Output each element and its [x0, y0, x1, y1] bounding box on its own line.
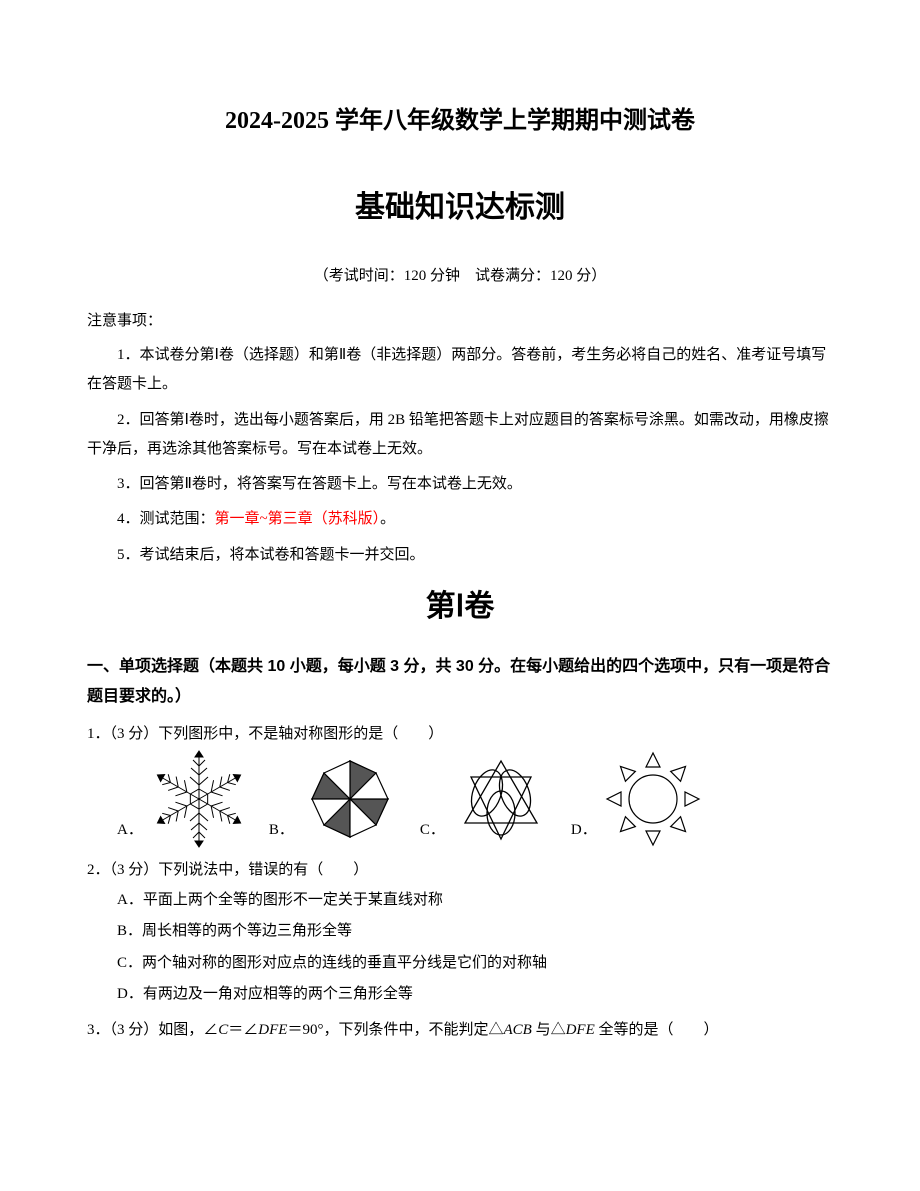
notice-item-4: 4．测试范围：第一章~第三章（苏科版）。 — [87, 505, 833, 534]
section-title: 一、单项选择题（本题共 10 小题，每小题 3 分，共 30 分。在每小题给出的… — [87, 652, 833, 713]
q3-pre: 3．（3 分）如图，∠ — [87, 1022, 218, 1038]
notice-header: 注意事项： — [87, 308, 833, 335]
q1-label-b: B． — [269, 815, 294, 849]
q2-options: A．平面上两个全等的图形不一定关于某直线对称 B．周长相等的两个等边三角形全等 … — [87, 885, 833, 1011]
q2-option-b: B．周长相等的两个等边三角形全等 — [117, 916, 833, 948]
q1-options: A． — [87, 749, 833, 849]
exam-info: （考试时间：120 分钟 试卷满分：120 分） — [87, 263, 833, 290]
sub-title: 基础知识达标测 — [87, 181, 833, 235]
q2-stem: 2．（3 分）下列说法中，错误的有（ ） — [87, 855, 833, 885]
q1-option-b: B． — [269, 749, 400, 849]
q1-label-d: D． — [571, 815, 597, 849]
triangle-knot-icon — [451, 749, 551, 849]
q3-stem: 3．（3 分）如图，∠C＝∠DFE＝90°，下列条件中，不能判定△ACB 与△D… — [87, 1015, 833, 1045]
q2-option-a: A．平面上两个全等的图形不一定关于某直线对称 — [117, 885, 833, 917]
q2-option-c: C．两个轴对称的图形对应点的连线的垂直平分线是它们的对称轴 — [117, 948, 833, 980]
notice-4-post: 。 — [380, 511, 395, 527]
notice-item-5: 5．考试结束后，将本试卷和答题卡一并交回。 — [87, 541, 833, 570]
q3-c: C — [218, 1022, 228, 1038]
q3-end: 全等的是（ ） — [595, 1022, 719, 1038]
q1-label-a: A． — [117, 815, 143, 849]
notice-item-1: 1．本试卷分第Ⅰ卷（选择题）和第Ⅱ卷（非选择题）两部分。答卷前，考生务必将自己的… — [87, 341, 833, 400]
question-2: 2．（3 分）下列说法中，错误的有（ ） A．平面上两个全等的图形不一定关于某直… — [87, 855, 833, 1011]
q3-and: 与△ — [532, 1022, 566, 1038]
q1-stem: 1．（3 分）下列图形中，不是轴对称图形的是（ ） — [87, 719, 833, 749]
main-title: 2024-2025 学年八年级数学上学期期中测试卷 — [87, 100, 833, 143]
snowflake-icon — [149, 749, 249, 849]
q3-dfe2: DFE — [566, 1022, 595, 1038]
q3-acb: ACB — [503, 1022, 531, 1038]
question-3: 3．（3 分）如图，∠C＝∠DFE＝90°，下列条件中，不能判定△ACB 与△D… — [87, 1015, 833, 1045]
notice-item-3: 3．回答第Ⅱ卷时，将答案写在答题卡上。写在本试卷上无效。 — [87, 470, 833, 499]
q1-label-c: C． — [420, 815, 445, 849]
q3-eq: ＝∠ — [228, 1022, 258, 1038]
question-1: 1．（3 分）下列图形中，不是轴对称图形的是（ ） A． — [87, 719, 833, 849]
q1-option-d: D． — [571, 749, 703, 849]
q3-dfe: DFE — [258, 1022, 287, 1038]
q1-option-c: C． — [420, 749, 551, 849]
pinwheel-icon — [300, 749, 400, 849]
notice-4-red: 第一章~第三章（苏科版） — [215, 511, 381, 527]
q2-option-d: D．有两边及一角对应相等的两个三角形全等 — [117, 979, 833, 1011]
part-title: 第Ⅰ卷 — [87, 580, 833, 634]
notice-4-pre: 4．测试范围： — [117, 511, 215, 527]
q1-option-a: A． — [117, 749, 249, 849]
notice-item-2: 2．回答第Ⅰ卷时，选出每小题答案后，用 2B 铅笔把答题卡上对应题目的答案标号涂… — [87, 406, 833, 465]
sun-icon — [603, 749, 703, 849]
q3-90: ＝90°，下列条件中，不能判定△ — [287, 1022, 503, 1038]
